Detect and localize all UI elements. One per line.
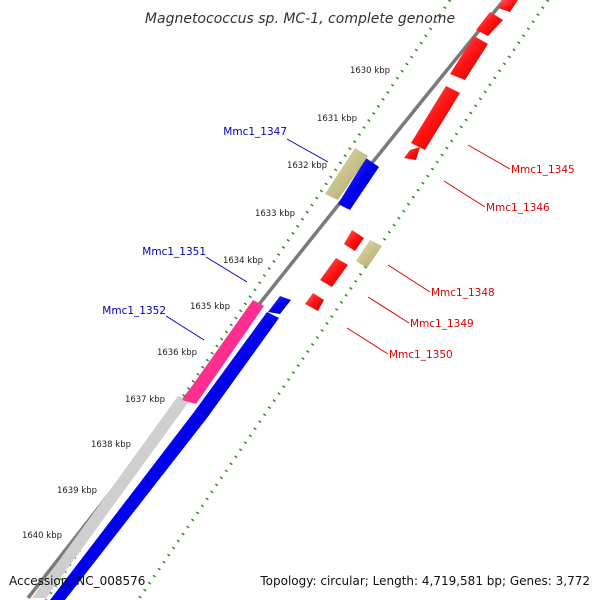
gene-mmc1-1351 (268, 296, 291, 314)
gene-mmc1-1346 (404, 147, 420, 160)
gene-label-leader-line (387, 264, 431, 293)
gene-label-leader-line (443, 180, 486, 208)
accession-text: Accession: NC_008576 (9, 574, 145, 588)
tick-label: 1632 kbp (287, 161, 327, 171)
gene-mmc1-1349 (320, 258, 348, 287)
gene-blue-long-2 (50, 412, 207, 600)
topology-summary-text: Topology: circular; Length: 4,719,581 bp… (259, 574, 590, 588)
gene-label[interactable]: Mmc1_1351 (142, 246, 206, 258)
tick-labels: 1630 kbp 1631 kbp 1632 kbp 1633 kbp 1634 kbp… (22, 66, 390, 541)
gene-label-leader-line (165, 315, 205, 341)
gray-gene-band (32, 396, 190, 598)
gene-label[interactable]: Mmc1_1350 (389, 349, 453, 361)
tick-label: 1640 kbp (22, 531, 62, 541)
tick-label: 1634 kbp (223, 256, 263, 266)
tick-label: 1630 kbp (350, 66, 390, 76)
gene-mmc1-1347 (338, 158, 379, 210)
gene-red-small-1 (344, 230, 364, 251)
gene-label[interactable]: Mmc1_1346 (486, 202, 550, 214)
gene-label-leader-line (286, 138, 329, 163)
tick-label: 1638 kbp (91, 440, 131, 450)
tick-label: 1639 kbp (57, 486, 97, 496)
gene-mmc1-1350 (305, 293, 324, 311)
tick-label: 1636 kbp (157, 348, 197, 358)
tick-ring-outer (136, 0, 550, 600)
gene-label-leader-line (346, 327, 389, 355)
gene-red-top-3 (450, 36, 488, 80)
gene-mmc1-1345 (411, 86, 460, 150)
gene-label[interactable]: Mmc1_1345 (511, 164, 575, 176)
gene-label[interactable]: Mmc1_1347 (223, 126, 287, 138)
gene-blue-long-1 (194, 312, 279, 418)
gene-label-leader-line (367, 296, 410, 324)
gene-red-top-2 (476, 12, 503, 36)
map-title: Magnetococcus sp. MC-1, complete genome (145, 11, 455, 27)
tick-label: 1633 kbp (255, 209, 295, 219)
gene-mmc1-1352 (182, 300, 264, 404)
gene-label[interactable]: Mmc1_1352 (102, 305, 166, 317)
gene-red-top-1 (498, 0, 518, 12)
gene-label-leader-line (467, 144, 511, 170)
gene-label[interactable]: Mmc1_1348 (431, 287, 495, 299)
gene-khaki-1 (325, 148, 368, 200)
gene-mmc1-1348 (356, 240, 382, 268)
tick-label: 1631 kbp (317, 114, 357, 124)
gene-labels: Mmc1_1347 Mmc1_1351 Mmc1_1352 Mmc1_1345 Mmc1… (102, 126, 574, 361)
gene-label[interactable]: Mmc1_1349 (410, 318, 474, 330)
tick-label: 1637 kbp (125, 395, 165, 405)
tick-label: 1635 kbp (190, 302, 230, 312)
gene-label-leader-line (205, 256, 248, 283)
